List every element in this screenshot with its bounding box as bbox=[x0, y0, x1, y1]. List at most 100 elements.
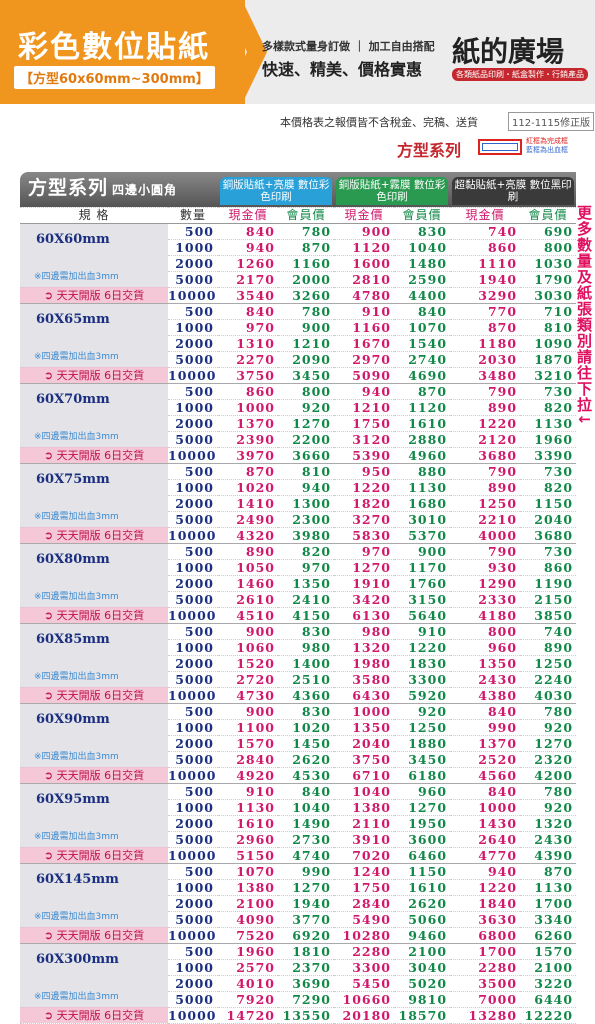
price: 1250 bbox=[450, 495, 521, 512]
price: 4030 bbox=[520, 687, 577, 704]
price: 3540 bbox=[218, 287, 278, 304]
price: 1570 bbox=[218, 735, 278, 752]
price: 4730 bbox=[218, 687, 278, 704]
price: 1120 bbox=[334, 239, 395, 256]
price: 990 bbox=[450, 719, 521, 736]
price: 1820 bbox=[334, 495, 395, 512]
price: 2570 bbox=[218, 959, 278, 976]
price-row: ➲ 天天開版 6日交貨 10000 7520 6920 10280 9460 6800 626… bbox=[20, 927, 577, 944]
delivery-cell: ➲ 天天開版 6日交貨 bbox=[20, 447, 168, 464]
bleed-note: ※四邊需加出血3mm bbox=[34, 831, 119, 842]
price-row: 60X75mm ※四邊需加出血3mm 500 870 810 950 880 790 730 bbox=[20, 462, 577, 528]
price-row: 60X80mm ※四邊需加出血3mm 500 890 820 970 900 790 730 bbox=[20, 542, 577, 608]
price: 2100 bbox=[218, 895, 278, 912]
price: 1880 bbox=[394, 735, 451, 752]
quantity: 10000 bbox=[168, 367, 218, 384]
price: 1760 bbox=[394, 575, 451, 592]
delivery-icon: ➲ bbox=[43, 848, 57, 862]
price: 4400 bbox=[394, 287, 451, 304]
price-row: 1000 1100 1020 1350 1250 990 920 bbox=[20, 719, 577, 736]
spec-cell: 60X300mm ※四邊需加出血3mm bbox=[20, 942, 168, 1008]
notice: 本價格表之報價皆不含稅金、完稿、送貨 bbox=[280, 116, 478, 129]
price: 1950 bbox=[394, 815, 451, 832]
delivery-cell: ➲ 天天開版 6日交貨 bbox=[20, 687, 168, 704]
price: 1380 bbox=[218, 879, 278, 896]
size-label: 60X70mm bbox=[36, 391, 110, 407]
price: 1480 bbox=[394, 255, 451, 272]
price: 1030 bbox=[520, 255, 577, 272]
price: 20180 bbox=[334, 1007, 395, 1024]
price: 9810 bbox=[394, 991, 451, 1008]
price: 960 bbox=[394, 782, 451, 800]
price: 870 bbox=[394, 382, 451, 400]
price: 890 bbox=[520, 639, 577, 656]
delivery-icon: ➲ bbox=[43, 1008, 57, 1022]
spec-cell: 60X145mm ※四邊需加出血3mm bbox=[20, 862, 168, 928]
quantity: 2000 bbox=[168, 415, 218, 432]
price: 3660 bbox=[278, 447, 335, 464]
table-head: 方型系列 四邊小圓角 銅版貼紙+亮膜 數位彩色印刷 銅版貼紙+霧膜 數位彩色印刷 超黏貼… bbox=[20, 172, 577, 208]
delivery: 天天開版 6日交貨 bbox=[56, 768, 145, 782]
quantity: 1000 bbox=[168, 319, 218, 336]
price: 1490 bbox=[278, 815, 335, 832]
price: 3220 bbox=[520, 975, 577, 992]
price: 1220 bbox=[394, 639, 451, 656]
delivery: 天天開版 6日交貨 bbox=[56, 368, 145, 382]
size-label: 60X145mm bbox=[36, 871, 119, 887]
spec-cell: 60X65mm ※四邊需加出血3mm bbox=[20, 302, 168, 368]
price: 3210 bbox=[520, 367, 577, 384]
price: 13550 bbox=[278, 1007, 335, 1024]
quantity: 2000 bbox=[168, 735, 218, 752]
price: 1370 bbox=[218, 415, 278, 432]
price: 1160 bbox=[334, 319, 395, 336]
price: 3980 bbox=[278, 527, 335, 544]
price: 780 bbox=[520, 702, 577, 720]
price: 1400 bbox=[278, 655, 335, 672]
price-row: 1000 2570 2370 3300 3040 2280 2100 bbox=[20, 959, 577, 976]
quantity: 10000 bbox=[168, 527, 218, 544]
spec-cell: 60X70mm ※四邊需加出血3mm bbox=[20, 382, 168, 448]
price: 770 bbox=[450, 302, 521, 320]
price-row: 60X65mm ※四邊需加出血3mm 500 840 780 910 840 770 710 bbox=[20, 302, 577, 368]
price: 2490 bbox=[218, 511, 278, 528]
quantity: 10000 bbox=[168, 447, 218, 464]
price: 6180 bbox=[394, 767, 451, 784]
quantity: 5000 bbox=[168, 831, 218, 848]
delivery-cell: ➲ 天天開版 6日交貨 bbox=[20, 607, 168, 624]
delivery-icon: ➲ bbox=[43, 928, 57, 942]
price: 5090 bbox=[334, 367, 395, 384]
price: 960 bbox=[450, 639, 521, 656]
price: 900 bbox=[334, 222, 395, 240]
quantity: 1000 bbox=[168, 479, 218, 496]
price: 2100 bbox=[394, 942, 451, 960]
quantity: 500 bbox=[168, 222, 218, 240]
quantity: 1000 bbox=[168, 879, 218, 896]
price: 1350 bbox=[278, 575, 335, 592]
price-row: 2000 1460 1350 1910 1760 1290 1190 bbox=[20, 575, 577, 592]
price: 2170 bbox=[218, 271, 278, 288]
price: 940 bbox=[278, 479, 335, 496]
delivery-cell: ➲ 天天開版 6日交貨 bbox=[20, 767, 168, 784]
price: 1680 bbox=[394, 495, 451, 512]
price-row: 5000 2270 2090 2970 2740 2030 1870 bbox=[20, 351, 577, 368]
price: 840 bbox=[450, 702, 521, 720]
price: 2280 bbox=[334, 942, 395, 960]
price: 3970 bbox=[218, 447, 278, 464]
price: 3750 bbox=[218, 367, 278, 384]
price-row: 60X70mm ※四邊需加出血3mm 500 860 800 940 870 790 730 bbox=[20, 382, 577, 448]
price: 2510 bbox=[278, 671, 335, 688]
price: 870 bbox=[450, 319, 521, 336]
price: 2390 bbox=[218, 431, 278, 448]
price: 1450 bbox=[278, 735, 335, 752]
price: 2110 bbox=[334, 815, 395, 832]
price: 1100 bbox=[218, 719, 278, 736]
price-row: 2000 4010 3690 5450 5020 3500 3220 bbox=[20, 975, 577, 992]
column-label: 現金價 bbox=[334, 207, 395, 224]
spec-cell: 60X60mm ※四邊需加出血3mm bbox=[20, 222, 168, 288]
delivery-cell: ➲ 天天開版 6日交貨 bbox=[20, 527, 168, 544]
price: 810 bbox=[520, 319, 577, 336]
delivery: 天天開版 6日交貨 bbox=[56, 608, 145, 622]
price: 4920 bbox=[218, 767, 278, 784]
quantity: 2000 bbox=[168, 975, 218, 992]
price: 6460 bbox=[394, 847, 451, 864]
